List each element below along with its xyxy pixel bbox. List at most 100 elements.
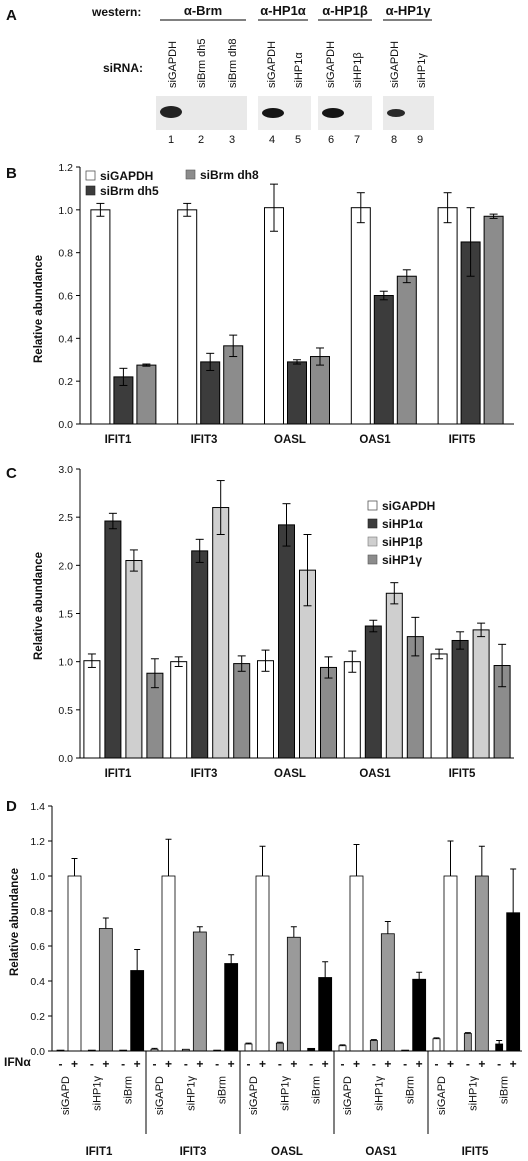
- panel-d-ylabel: Relative abundance: [9, 868, 21, 976]
- panel-c-category-oas1: OAS1: [359, 768, 391, 780]
- bar: [483, 215, 504, 425]
- lane-labels: siGAPDH siBrm dh5 siBrm dh8 siGAPDH siHP…: [167, 38, 428, 88]
- lane-label-1: siGAPDH: [167, 41, 179, 88]
- bar: [320, 666, 337, 759]
- y-tick-label: 2.0: [58, 560, 73, 572]
- bar: [432, 1038, 441, 1052]
- panel-b-ylabel: Relative abundance: [33, 255, 45, 363]
- bar: [495, 1043, 504, 1052]
- ifn-sign: -: [121, 1057, 125, 1071]
- legend-swatch-c-sigapdh: [367, 500, 378, 511]
- lane-label-5: siHP1α: [293, 52, 305, 88]
- panel-c-y-ticks: 0.0 0.5 1.0 1.5 2.0 2.5 3.0: [58, 464, 80, 765]
- sirna-label: siGAPD: [436, 1076, 448, 1115]
- sirna-label: siBrm: [499, 1076, 511, 1104]
- lane-number-5: 5: [295, 134, 301, 146]
- ifn-sign: -: [309, 1057, 313, 1071]
- bar: [364, 625, 382, 759]
- y-tick-label: 1.5: [58, 609, 73, 621]
- ifn-sign: +: [290, 1057, 297, 1071]
- sirna-label: siHP1γ: [279, 1076, 291, 1111]
- panel-c-legend: siGAPDH siHP1α siHP1β siHP1γ: [367, 499, 435, 567]
- bar: [170, 661, 188, 759]
- sirna-label: siGAPD: [248, 1076, 260, 1115]
- ifn-sign: -: [403, 1057, 407, 1071]
- ifn-sign: +: [416, 1057, 423, 1071]
- y-tick-label: 0.0: [58, 753, 73, 765]
- panel-c-category-oasl: OASL: [274, 768, 306, 780]
- bar: [338, 1045, 347, 1052]
- bar: [255, 875, 270, 1052]
- panel-c-category-ifit1: IFIT1: [105, 768, 132, 780]
- sirna-label: siHP1γ: [467, 1076, 479, 1111]
- bar: [275, 1042, 284, 1052]
- sirna-label: siBrm: [217, 1076, 229, 1104]
- y-tick-label: 0.4: [58, 333, 73, 345]
- lane-number-9: 9: [417, 134, 423, 146]
- panel-b-label: B: [6, 165, 17, 182]
- bar: [257, 660, 274, 759]
- antibody-label-brm: α-Brm: [184, 3, 222, 18]
- bar: [223, 345, 244, 425]
- bar: [349, 875, 364, 1052]
- bar: [472, 629, 490, 759]
- legend-swatch-sibrm-dh5: [85, 185, 96, 196]
- ifn-sign: -: [497, 1057, 501, 1071]
- panel-d-bars: [56, 838, 521, 1052]
- bar: [287, 361, 307, 425]
- bar: [83, 660, 101, 759]
- sirna-label: siGAPD: [60, 1076, 72, 1115]
- y-tick-label: 0.5: [58, 705, 73, 717]
- lane-label-6: siGAPDH: [325, 41, 337, 88]
- legend-label-sigapdh: siGAPDH: [100, 169, 153, 183]
- y-tick-label: 0.6: [58, 291, 73, 303]
- ifn-sign: -: [341, 1057, 345, 1071]
- bar: [125, 560, 143, 759]
- ifn-sign: +: [134, 1057, 141, 1071]
- y-tick-label: 1.4: [30, 801, 45, 813]
- y-tick-label: 3.0: [58, 464, 73, 476]
- ifn-sign: +: [228, 1057, 235, 1071]
- bar: [244, 1043, 253, 1052]
- bar: [350, 207, 371, 425]
- bar: [286, 936, 301, 1052]
- legend-label-sibrm-dh8: siBrm dh8: [200, 168, 259, 182]
- panel-b-legend: siGAPDH siBrm dh5 siBrm dh8: [85, 168, 259, 198]
- y-tick-label: 0.8: [30, 906, 45, 918]
- sirna-label: siGAPD: [342, 1076, 354, 1115]
- legend-label-sibrm-dh5: siBrm dh5: [100, 184, 159, 198]
- bar: [191, 550, 209, 759]
- ifn-sign: -: [372, 1057, 376, 1071]
- bar: [200, 361, 221, 425]
- y-tick-label: 1.2: [30, 836, 45, 848]
- bar: [212, 507, 230, 759]
- ifn-sign: -: [215, 1057, 219, 1071]
- category-label: IFIT1: [86, 1146, 113, 1158]
- bar: [430, 653, 448, 759]
- ifn-sign: +: [165, 1057, 172, 1071]
- ifn-sign: +: [510, 1057, 517, 1071]
- panel-a-label: A: [6, 7, 17, 24]
- panel-b-category-oasl: OASL: [274, 434, 306, 446]
- antibody-label-hp1g: α-HP1γ: [386, 3, 432, 18]
- western-label: western:: [91, 5, 141, 19]
- bar: [437, 207, 458, 425]
- bar: [130, 970, 145, 1052]
- bar: [278, 524, 295, 759]
- sirna-label: siRNA:: [103, 61, 143, 75]
- lane-number-1: 1: [168, 134, 174, 146]
- bar: [177, 209, 198, 425]
- legend-swatch-c-sihp1a: [367, 518, 378, 529]
- blot-band-lane-6: [322, 108, 344, 118]
- ifn-sign: -: [184, 1057, 188, 1071]
- y-tick-label: 1.0: [58, 205, 73, 217]
- bar: [380, 933, 395, 1052]
- y-tick-label: 0.2: [30, 1011, 45, 1023]
- lane-label-8: siGAPDH: [389, 41, 401, 88]
- bar: [161, 875, 176, 1052]
- category-label: OAS1: [365, 1146, 397, 1158]
- bar: [264, 207, 284, 425]
- sirna-label: siHP1γ: [373, 1076, 385, 1111]
- legend-swatch-c-sihp1b: [367, 536, 378, 547]
